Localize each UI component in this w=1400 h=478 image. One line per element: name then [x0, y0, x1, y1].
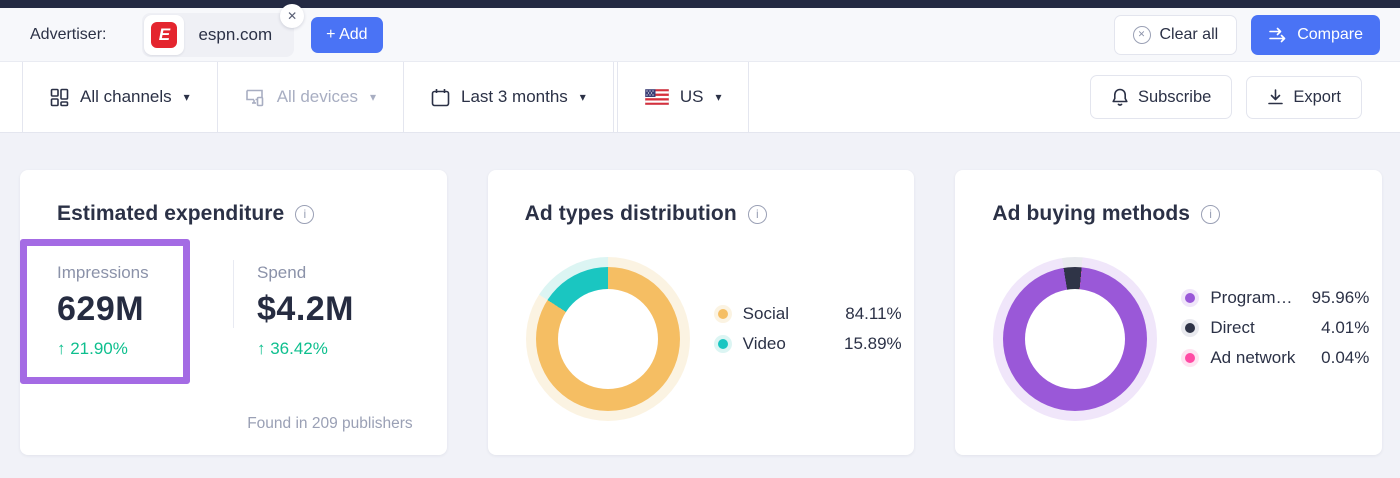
bell-icon — [1112, 88, 1128, 106]
dashboard-content: Estimated expenditure i Impressions 629M… — [0, 133, 1400, 478]
donut-hole — [557, 289, 658, 389]
legend-dot — [1185, 293, 1196, 303]
chevron-down-icon: ▾ — [715, 90, 722, 104]
subscribe-button[interactable]: Subscribe — [1089, 75, 1233, 119]
legend-item-programmatic[interactable]: Program… 95.96% — [1185, 283, 1369, 313]
advertiser-logo-box: E — [144, 14, 185, 55]
advertiser-bar-actions: ✕ Clear all Compare — [1113, 14, 1380, 55]
legend-value: 84.11% — [845, 304, 902, 323]
legend-item-video[interactable]: Video 15.89% — [717, 329, 902, 359]
legend-label: Ad network — [1210, 348, 1296, 367]
clear-all-button[interactable]: ✕ Clear all — [1113, 14, 1238, 55]
spend-label: Spend — [257, 263, 307, 282]
card-title-row: Ad types distribution i — [488, 170, 915, 226]
legend-label: Social — [742, 304, 789, 323]
subscribe-label: Subscribe — [1137, 87, 1212, 106]
advertiser-label: Advertiser: — [30, 25, 107, 43]
espn-logo-icon: E — [151, 21, 178, 48]
card-title-row: Ad buying methods i — [955, 170, 1382, 226]
legend-label: Video — [742, 334, 786, 353]
chevron-down-icon: ▾ — [183, 90, 190, 104]
impressions-value: 629M — [57, 290, 145, 328]
spend-delta: ↑ 36.42% — [257, 339, 328, 358]
filter-date-range-label: Last 3 months — [461, 87, 568, 106]
legend-item-ad-network[interactable]: Ad network 0.04% — [1185, 343, 1369, 373]
filter-toolbar: All channels ▾ All devices ▾ Last 3 mont… — [0, 62, 1400, 133]
chevron-down-icon: ▾ — [579, 90, 586, 104]
legend-value: 0.04% — [1321, 348, 1370, 367]
clear-all-icon: ✕ — [1132, 25, 1151, 44]
ad-types-body: Social 84.11% Video 15.89% — [488, 257, 915, 421]
ad-buying-legend: Program… 95.96% Direct 4.01% Ad network … — [1185, 283, 1369, 373]
estimated-expenditure-card: Estimated expenditure i Impressions 629M… — [20, 170, 447, 455]
legend-item-social[interactable]: Social 84.11% — [717, 299, 902, 329]
ad-types-distribution-card: Ad types distribution i Social 84.11% Vi… — [487, 170, 915, 455]
clear-all-label: Clear all — [1159, 25, 1219, 43]
ad-buying-methods-card: Ad buying methods i Program… 95.96% Dire… — [955, 170, 1383, 455]
remove-advertiser-icon[interactable]: ✕ — [280, 3, 305, 28]
ad-types-donut-chart[interactable] — [525, 257, 690, 421]
legend-item-direct[interactable]: Direct 4.01% — [1185, 313, 1369, 343]
channels-grid-icon — [50, 88, 69, 106]
spend-metric: Spend $4.2M ↑ 36.42% — [257, 239, 354, 359]
ad-types-legend: Social 84.11% Video 15.89% — [717, 299, 902, 359]
add-advertiser-button[interactable]: + Add — [311, 16, 383, 53]
impressions-highlight-box: Impressions 629M ↑ 21.90% — [20, 239, 190, 384]
advertiser-domain: espn.com — [198, 24, 273, 44]
filter-date-range[interactable]: Last 3 months ▾ — [403, 62, 614, 132]
info-icon[interactable]: i — [295, 204, 315, 224]
legend-value: 15.89% — [844, 334, 902, 353]
card-title: Ad types distribution — [524, 202, 737, 225]
toolbar-actions: Subscribe Export — [1089, 62, 1400, 132]
legend-value: 4.01% — [1321, 318, 1370, 337]
info-icon[interactable]: i — [1201, 204, 1221, 224]
publishers-count-note: Found in 209 publishers — [247, 415, 413, 432]
export-button[interactable]: Export — [1246, 75, 1362, 119]
spend-value: $4.2M — [257, 290, 354, 328]
legend-label: Direct — [1210, 318, 1255, 337]
us-flag-icon — [644, 89, 669, 105]
ad-buying-donut-chart[interactable] — [993, 257, 1158, 421]
legend-dot — [717, 339, 728, 349]
ad-buying-body: Program… 95.96% Direct 4.01% Ad network … — [955, 257, 1382, 421]
card-title: Ad buying methods — [992, 202, 1191, 225]
legend-value: 95.96% — [1311, 288, 1370, 307]
filter-country[interactable]: US ▾ — [616, 62, 750, 132]
legend-dot — [717, 309, 728, 319]
info-icon[interactable]: i — [747, 204, 767, 224]
chevron-down-icon: ▾ — [369, 90, 376, 104]
export-label: Export — [1293, 87, 1341, 106]
filter-all-channels-label: All channels — [80, 87, 172, 106]
legend-label: Program… — [1210, 288, 1293, 307]
donut-hole — [1025, 289, 1126, 389]
legend-dot — [1185, 353, 1196, 363]
card-title: Estimated expenditure — [57, 202, 285, 225]
filter-all-devices[interactable]: All devices ▾ — [216, 62, 403, 132]
metric-divider — [233, 260, 234, 328]
filter-country-label: US — [679, 87, 704, 106]
expenditure-metrics: Impressions 629M ↑ 21.90% Spend $4.2M ↑ … — [20, 239, 447, 384]
download-icon — [1268, 89, 1284, 105]
advertiser-bar: Advertiser: E espn.com ✕ + Add ✕ Clear a… — [0, 3, 1400, 62]
devices-icon — [245, 89, 264, 106]
window-top-strip — [0, 0, 1400, 8]
calendar-icon — [431, 88, 450, 106]
filter-all-channels[interactable]: All channels ▾ — [22, 62, 217, 132]
compare-label: Compare — [1297, 25, 1363, 43]
compare-button[interactable]: Compare — [1251, 14, 1380, 55]
compare-arrows-icon — [1269, 27, 1286, 42]
advertiser-chip-espn[interactable]: E espn.com ✕ — [142, 3, 305, 57]
legend-dot — [1185, 323, 1196, 333]
card-title-row: Estimated expenditure i — [20, 170, 447, 226]
filter-all-devices-label: All devices — [276, 87, 358, 106]
impressions-label: Impressions — [57, 263, 149, 282]
impressions-delta: ↑ 21.90% — [57, 339, 128, 358]
